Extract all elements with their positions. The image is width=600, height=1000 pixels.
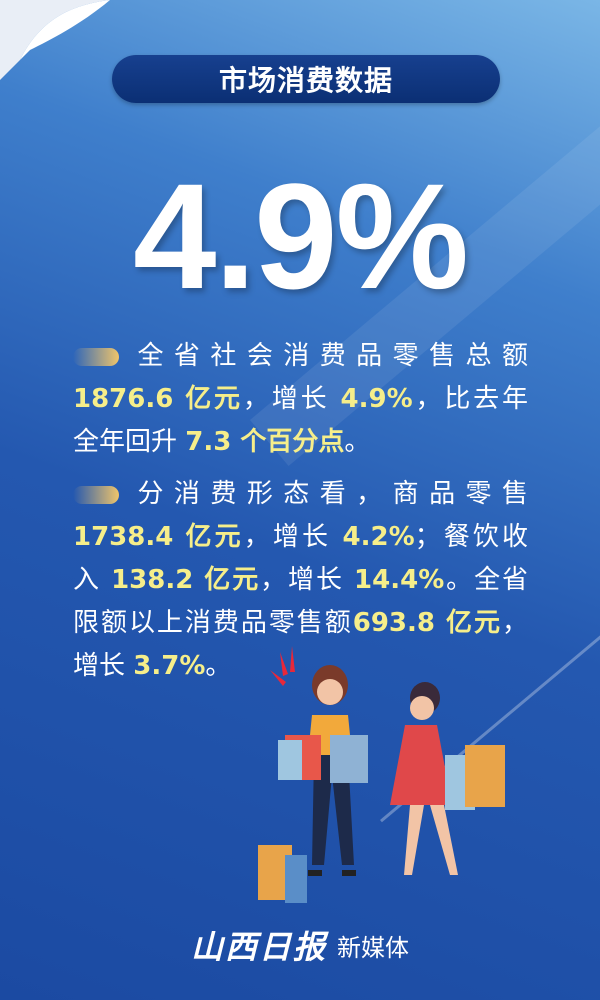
text-line: 分消费形态看，商品零售 xyxy=(73,473,528,516)
newspaper-logo: 山西日报 xyxy=(190,928,327,966)
body-text: 全年回升 xyxy=(73,427,186,457)
highlight-value: 1738.4 亿元 xyxy=(73,522,244,552)
body-text: 分消费形态看，商品零售 xyxy=(127,479,528,509)
body-text: 限额以上消费品零售额 xyxy=(73,608,353,638)
body-text: ，增长 xyxy=(243,522,343,552)
paragraph-breakdown: 分消费形态看，商品零售 1738.4 亿元，增长 4.2%；餐饮收入 138.2 … xyxy=(73,473,528,688)
page-title: 市场消费数据 xyxy=(218,64,393,97)
body-text: 入 xyxy=(73,565,112,595)
text-line: 入 138.2 亿元，增长 14.4%。全省 xyxy=(73,559,528,602)
body-text: ，比去年 xyxy=(412,384,528,414)
highlight-value: 7.3 个百分点 xyxy=(185,427,345,457)
text-line: 全年回升 7.3 个百分点。 xyxy=(73,421,528,464)
highlight-value: 4.2% xyxy=(342,522,415,552)
text-line: 1876.6 亿元，增长 4.9%，比去年 xyxy=(73,378,528,421)
bullet-icon xyxy=(73,485,119,504)
body-text: 。 xyxy=(205,651,232,681)
body-text: ；餐饮收 xyxy=(414,522,528,552)
text-line: 限额以上消费品零售额693.8 亿元， xyxy=(73,602,528,645)
highlight-value: 138.2 亿元 xyxy=(111,565,261,595)
highlight-value: 3.7% xyxy=(133,651,206,681)
body-text: ，增长 xyxy=(242,384,341,414)
highlight-value: 14.4% xyxy=(354,565,445,595)
woman-right xyxy=(390,682,505,875)
title-banner: 市场消费数据 xyxy=(112,55,500,103)
footer-brand: 山西日报 新媒体 xyxy=(0,922,600,968)
body-text: 。 xyxy=(344,427,371,457)
bullet-icon xyxy=(73,347,119,366)
highlight-value: 693.8 亿元 xyxy=(352,608,502,638)
shopping-women-illustration xyxy=(258,646,505,903)
highlight-value: 4.9% xyxy=(340,384,413,414)
body-text: ， xyxy=(501,608,528,638)
new-media-label: 新媒体 xyxy=(337,933,409,962)
highlight-value: 1876.6 亿元 xyxy=(73,384,243,414)
paragraph-total-retail: 全省社会消费品零售总额 1876.6 亿元，增长 4.9%，比去年 全年回升 7.3… xyxy=(73,335,528,464)
text-line: 增长 3.7%。 xyxy=(73,645,528,688)
headline-figure: 4.9% xyxy=(133,152,469,320)
body-text: ，增长 xyxy=(260,565,355,595)
text-line: 全省社会消费品零售总额 xyxy=(73,335,528,378)
body-text: 增长 xyxy=(73,651,134,681)
text-line: 1738.4 亿元，增长 4.2%；餐饮收 xyxy=(73,516,528,559)
body-text: 。全省 xyxy=(444,565,528,595)
woman-left xyxy=(278,665,368,876)
page-curl-decoration xyxy=(0,0,110,80)
body-text: 全省社会消费品零售总额 xyxy=(127,341,528,371)
